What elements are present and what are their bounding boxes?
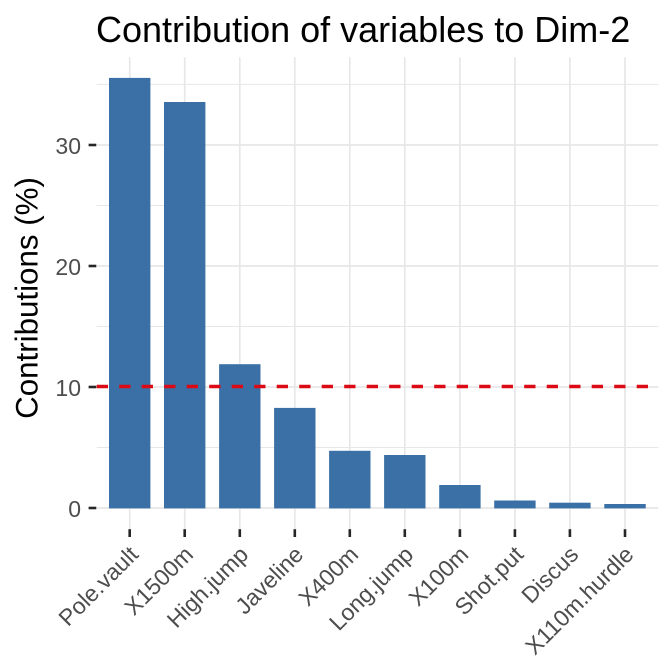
- svg-text:20: 20: [55, 254, 81, 280]
- svg-text:Contributions (%): Contributions (%): [10, 177, 45, 419]
- svg-text:30: 30: [55, 133, 81, 159]
- svg-text:10: 10: [55, 375, 81, 401]
- svg-text:Contribution of variables to D: Contribution of variables to Dim-2: [96, 9, 630, 50]
- svg-text:0: 0: [68, 496, 81, 522]
